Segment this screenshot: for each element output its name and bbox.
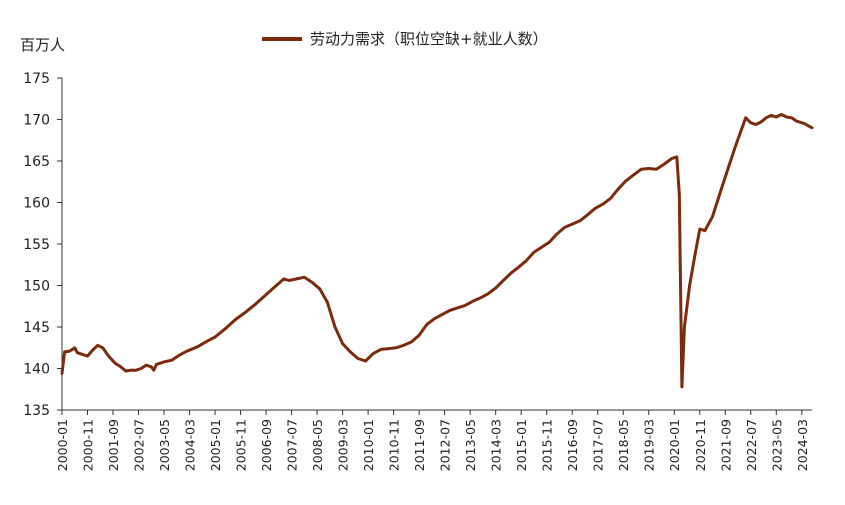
- y-unit-label: 百万人: [20, 36, 65, 54]
- x-tick-label: 2018-05: [616, 419, 631, 471]
- x-axis: 2000-01 2000-11 2001-09 2002-07 2003-05 2004-…: [55, 409, 812, 471]
- x-tick-label: 2011-09: [412, 419, 427, 471]
- y-tick-label: 150: [23, 279, 50, 295]
- x-tick-label: 2004-03: [183, 419, 198, 471]
- x-tick-label: 2000-11: [81, 419, 96, 471]
- x-tick-label: 2001-09: [106, 419, 121, 471]
- x-tick-label: 2003-05: [157, 419, 172, 471]
- legend-label: 劳动力需求（职位空缺+就业人数）: [310, 30, 548, 48]
- x-tick-label: 2024-03: [795, 419, 810, 471]
- y-tick-label: 135: [23, 403, 50, 419]
- x-tick-label: 2000-01: [55, 419, 70, 471]
- x-tick-label: 2005-11: [234, 419, 249, 471]
- series-layer: [60, 113, 814, 389]
- legend: 劳动力需求（职位空缺+就业人数）: [262, 30, 548, 48]
- x-tick-label: 2019-03: [642, 419, 657, 471]
- x-tick-label: 2006-09: [259, 419, 274, 471]
- x-tick-label: 2005-01: [208, 419, 223, 471]
- x-tick-label: 2016-09: [565, 419, 580, 471]
- x-tick-label: 2023-05: [769, 419, 784, 471]
- x-tick-label: 2010-11: [387, 419, 402, 471]
- x-tick-label: 2009-03: [336, 419, 351, 471]
- y-tick-label: 160: [23, 196, 50, 212]
- x-tick-label: 2021-09: [718, 419, 733, 471]
- x-tick-label: 2020-01: [667, 419, 682, 471]
- y-tick-label: 140: [23, 362, 50, 378]
- x-tick-label: 2007-07: [285, 419, 300, 471]
- x-tick-label: 2022-07: [744, 419, 759, 471]
- series-line: [60, 113, 814, 389]
- x-tick-label: 2013-05: [463, 419, 478, 471]
- x-tick-label: 2010-01: [361, 419, 376, 471]
- y-tick-label: 175: [23, 71, 50, 87]
- y-tick-label: 165: [23, 154, 50, 170]
- x-tick-label: 2017-07: [591, 419, 606, 471]
- y-tick-label: 155: [23, 237, 50, 253]
- y-tick-label: 145: [23, 320, 50, 336]
- x-tick-label: 2015-01: [514, 419, 529, 471]
- x-tick-label: 2008-05: [310, 419, 325, 471]
- y-tick-label: 170: [23, 113, 50, 129]
- x-tick-label: 2020-11: [693, 419, 708, 471]
- x-tick-label: 2002-07: [132, 419, 147, 471]
- y-axis: 135 140 145 150 155 160 165 170 175: [23, 71, 63, 419]
- x-tick-label: 2012-07: [438, 419, 453, 471]
- x-tick-label: 2014-03: [489, 419, 504, 471]
- x-tick-label: 2015-11: [540, 419, 555, 471]
